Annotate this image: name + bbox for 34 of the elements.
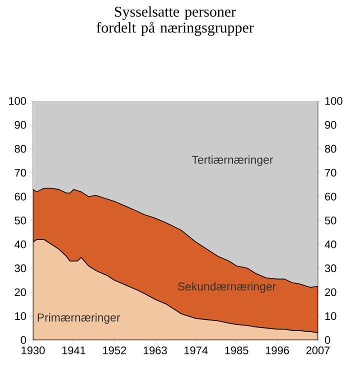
y-tick-label: 30 — [14, 264, 26, 272]
y-tick-label: 50 — [14, 216, 26, 224]
y2-tick-label: 80 — [324, 144, 336, 153]
series-label: Sekundærnæringer — [178, 282, 276, 293]
series-label: Tertiærnæringer — [192, 155, 274, 166]
x-tick-label: 1941 — [62, 346, 86, 354]
y-tick-label: 10 — [15, 312, 26, 320]
y-tick-label: 20 — [14, 288, 26, 296]
x-tick-label: 1952 — [103, 346, 126, 354]
chart-title: Sysselsatte personer fordelt på næringsgrupper — [96, 6, 254, 36]
x-tick-label: 1996 — [266, 346, 289, 354]
y-tick-label: 100 — [9, 97, 26, 105]
x-tick-label: 1985 — [225, 346, 248, 354]
y-tick-label: 70 — [14, 168, 26, 177]
x-tick-label: 2007 — [306, 346, 330, 354]
y-tick-label: 60 — [14, 192, 26, 200]
y2-tick-label: 90 — [325, 121, 336, 129]
y2-tick-label: 100 — [325, 97, 342, 105]
y-tick-label: 90 — [14, 121, 26, 129]
x-tick-label: 1974 — [184, 346, 208, 354]
y2-tick-label: 0 — [324, 336, 330, 344]
y2-tick-label: 70 — [325, 168, 336, 177]
x-tick-label: 1963 — [144, 346, 167, 354]
y-tick-label: 0 — [20, 336, 26, 344]
y2-tick-label: 10 — [325, 312, 336, 320]
y-tick-label: 80 — [14, 144, 26, 153]
y-tick-label: 40 — [14, 240, 26, 248]
series-label: Primærnæringer — [38, 313, 120, 324]
y2-tick-label: 30 — [324, 264, 336, 272]
x-tick-label: 1930 — [22, 346, 45, 354]
y2-tick-label: 40 — [324, 240, 336, 248]
y2-tick-label: 60 — [325, 192, 336, 200]
y2-tick-label: 20 — [325, 288, 336, 296]
y2-tick-label: 50 — [324, 216, 336, 224]
